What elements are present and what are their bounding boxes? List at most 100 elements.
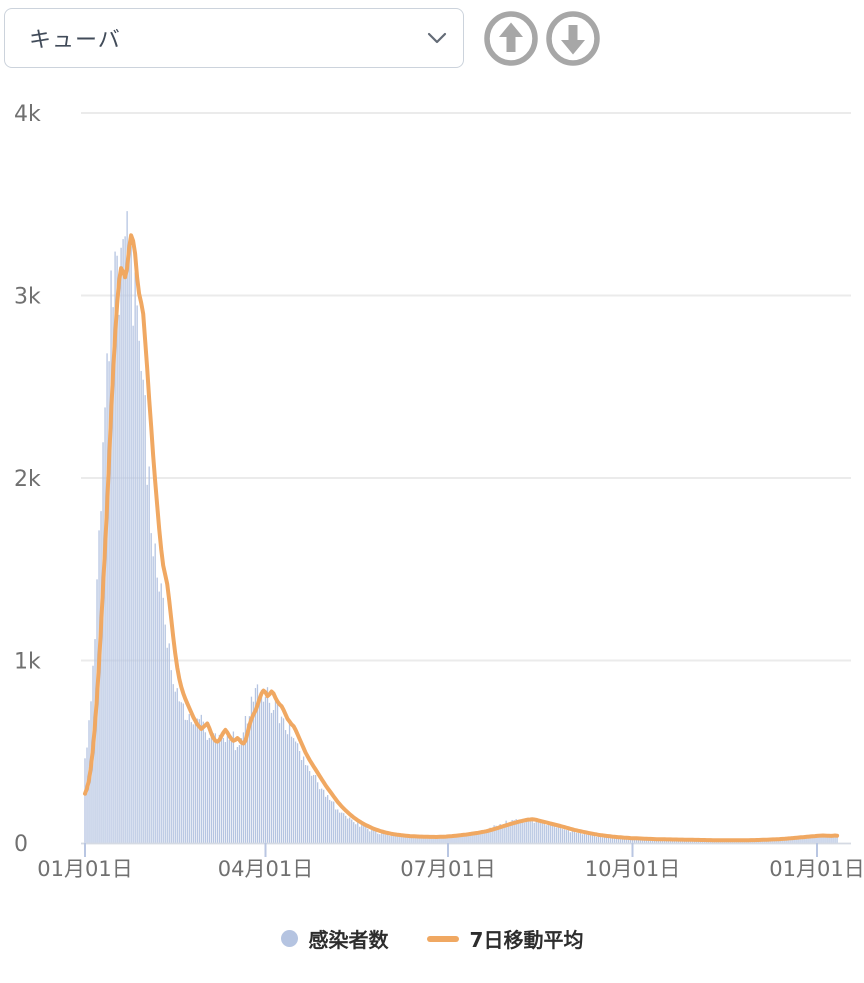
- x-tick-label: 01月01日: [37, 857, 132, 881]
- bar: [685, 840, 688, 843]
- bar: [834, 836, 836, 843]
- bar: [329, 799, 331, 843]
- bar: [579, 831, 581, 843]
- bar: [507, 825, 509, 843]
- bar: [300, 759, 303, 843]
- legend-item-cases[interactable]: 感染者数: [280, 924, 389, 953]
- bar: [232, 731, 235, 843]
- bar: [633, 839, 636, 843]
- bar: [671, 840, 674, 843]
- bar: [539, 821, 541, 843]
- bar: [385, 834, 387, 843]
- bar: [631, 838, 634, 843]
- bar: [794, 837, 796, 843]
- bar: [459, 833, 461, 843]
- bar: [485, 829, 487, 843]
- bar: [172, 684, 174, 843]
- bar: [800, 837, 802, 843]
- bar: [629, 837, 632, 843]
- bar: [222, 737, 225, 843]
- bar: [200, 714, 202, 843]
- bar: [337, 809, 339, 843]
- bar: [623, 838, 626, 843]
- bar: [449, 837, 451, 843]
- country-select[interactable]: キューバ: [4, 8, 464, 68]
- bar: [174, 691, 176, 843]
- bar: [796, 837, 798, 843]
- bar: [325, 796, 327, 843]
- bar: [589, 834, 592, 843]
- bar: [154, 543, 156, 843]
- bar: [411, 835, 413, 843]
- cases-dot-swatch: [280, 930, 298, 947]
- bar: [581, 834, 584, 843]
- bar: [487, 828, 489, 843]
- y-tick-label: 0: [14, 832, 28, 857]
- bar: [188, 714, 190, 843]
- bar: [399, 834, 401, 843]
- bar: [832, 834, 834, 843]
- bar: [607, 836, 610, 843]
- chart-legend: 感染者数 7日移動平均: [0, 924, 864, 953]
- bar: [694, 841, 696, 843]
- bar: [347, 818, 349, 843]
- bar: [431, 837, 433, 843]
- bar: [284, 730, 287, 843]
- bar: [784, 839, 786, 843]
- bar: [826, 836, 828, 843]
- bar: [429, 836, 431, 843]
- bar: [393, 834, 395, 843]
- bar: [475, 831, 477, 843]
- bar: [563, 829, 565, 843]
- arrow-up-button[interactable]: [484, 10, 538, 66]
- bar: [690, 841, 692, 843]
- bar: [457, 833, 459, 843]
- bar: [497, 827, 499, 843]
- bar: [665, 840, 668, 843]
- bar: [190, 722, 192, 843]
- bar: [824, 834, 826, 843]
- bar: [639, 839, 642, 843]
- bar: [318, 789, 321, 843]
- bar: [553, 824, 555, 843]
- legend-label-cases: 感染者数: [308, 928, 389, 952]
- bar: [112, 307, 114, 843]
- bar: [575, 832, 577, 843]
- x-axis-labels: 01月01日 04月01日 07月01日 10月01日 01月01日: [37, 857, 864, 881]
- bar: [206, 739, 208, 843]
- bar: [138, 340, 140, 843]
- bar: [264, 696, 267, 843]
- bar: [339, 812, 341, 843]
- bar: [663, 840, 666, 843]
- bar: [286, 734, 289, 843]
- bar: [836, 834, 838, 843]
- bar: [331, 801, 333, 843]
- legend-item-moving-average[interactable]: 7日移動平均: [426, 924, 583, 953]
- bar: [118, 314, 120, 843]
- bar: [505, 820, 507, 843]
- bar: [421, 836, 423, 843]
- bar: [224, 742, 227, 843]
- bar: [545, 825, 547, 843]
- bar: [465, 834, 467, 843]
- bar: [335, 809, 337, 843]
- bar: [128, 244, 130, 843]
- nav-buttons: [484, 10, 600, 66]
- bar: [288, 721, 291, 843]
- moving-average-line-swatch: [426, 935, 459, 942]
- bar: [683, 840, 686, 843]
- bar: [830, 834, 832, 843]
- bar: [778, 839, 780, 843]
- bar: [587, 833, 590, 843]
- bar: [471, 831, 473, 843]
- bar: [353, 822, 355, 843]
- bar: [321, 788, 323, 843]
- bar: [164, 624, 166, 843]
- bar: [593, 834, 596, 843]
- bar: [276, 702, 279, 843]
- bar: [202, 721, 204, 843]
- bar: [228, 739, 231, 843]
- bar: [425, 838, 427, 843]
- bar: [503, 825, 505, 843]
- arrow-down-button[interactable]: [546, 10, 600, 66]
